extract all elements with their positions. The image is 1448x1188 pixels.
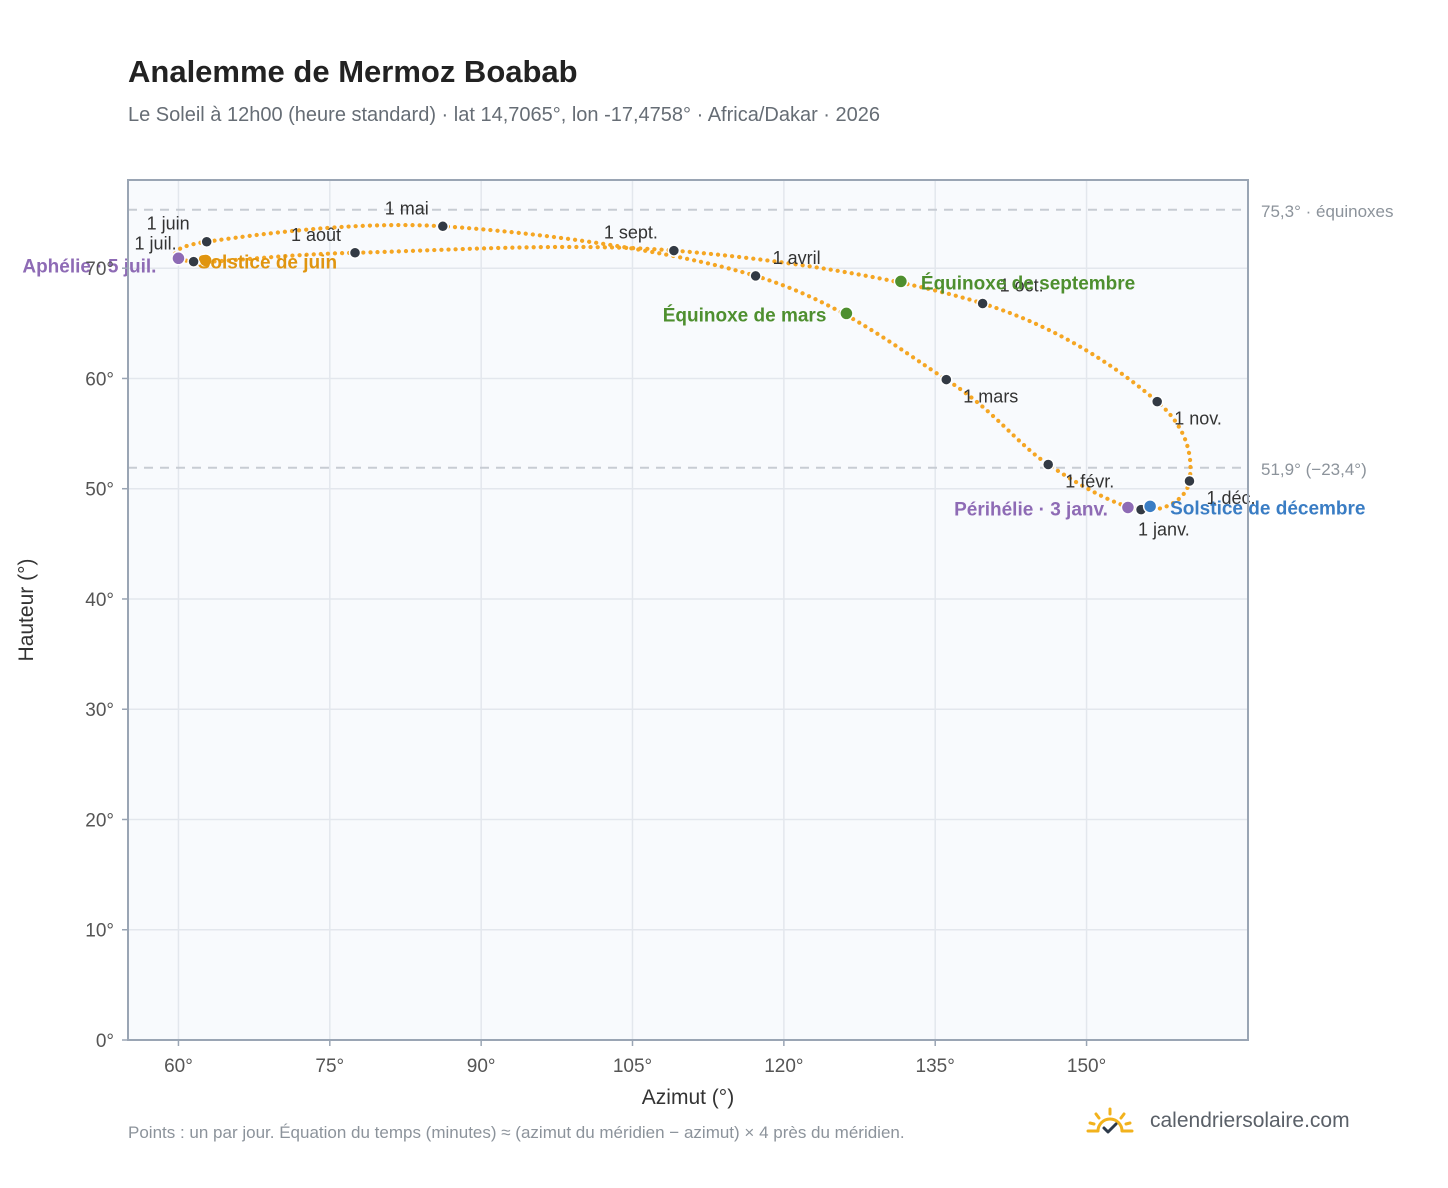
month-label: 1 juil.: [135, 234, 177, 254]
month-marker: [976, 297, 989, 310]
x-tick-label: 90°: [467, 1056, 496, 1077]
x-tick-label: 150°: [1067, 1056, 1106, 1077]
y-axis-ticks: 0° 10° 20° 30° 40° 50° 60° 70°: [85, 259, 128, 1052]
y-tick-label: 50°: [85, 480, 114, 501]
y-tick-label: 30°: [85, 700, 114, 721]
event-markers: Équinoxe de mars Équinoxe de septembre Sol…: [22, 251, 1366, 520]
month-marker: [940, 373, 953, 386]
y-tick-label: 40°: [85, 590, 114, 611]
event-marker: [171, 251, 186, 266]
event-marker: [1120, 500, 1136, 515]
month-label: 1 nov.: [1174, 409, 1222, 429]
month-label: 1 févr.: [1065, 471, 1114, 491]
event-marker: [893, 274, 909, 289]
event-marker: [198, 253, 213, 268]
x-tick-label: 105°: [613, 1056, 652, 1077]
chart-subtitle: Le Soleil à 12h00 (heure standard) · lat…: [128, 104, 881, 126]
reference-lines: 75,3° · équinoxes 51,9° (−23,4°): [128, 202, 1394, 479]
x-tick-label: 135°: [916, 1056, 955, 1077]
plot-frame: [127, 179, 1249, 1041]
plot-background: [128, 180, 1248, 1040]
brand[interactable]: calendriersolaire.com: [1082, 1105, 1350, 1137]
month-marker: [200, 235, 213, 248]
month-marker: [1041, 458, 1055, 471]
month-label: 1 mai: [385, 198, 429, 218]
event-label: Aphélie · 5 juil.: [22, 256, 156, 277]
event-label: Équinoxe de septembre: [921, 272, 1135, 294]
month-label: 1 sept.: [604, 223, 658, 243]
event-label: Équinoxe de mars: [663, 304, 827, 326]
y-tick-label: 20°: [85, 810, 114, 831]
month-marker: [436, 220, 450, 233]
sun-icon: [1086, 1107, 1134, 1134]
grid-lines: [128, 180, 1248, 1041]
x-tick-label: 60°: [164, 1056, 193, 1077]
month-label: 1 janv.: [1138, 520, 1190, 540]
event-marker: [1142, 499, 1158, 514]
month-label: 1 mars: [963, 387, 1018, 407]
event-label: Périhélie · 3 janv.: [954, 499, 1108, 520]
month-label: 1 oct.: [1000, 275, 1044, 295]
month-marker: [667, 244, 681, 257]
y-tick-label: 0°: [96, 1031, 114, 1052]
month-marker: [749, 269, 762, 283]
month-label: 1 août: [291, 225, 341, 245]
x-tick-label: 75°: [315, 1056, 344, 1077]
event-label: Solstice de décembre: [1170, 498, 1365, 519]
y-tick-label: 60°: [85, 369, 114, 390]
brand-name[interactable]: calendriersolaire.com: [1150, 1109, 1350, 1132]
y-axis-label: Hauteur (°): [15, 559, 38, 662]
reference-line-label: 75,3° · équinoxes: [1261, 202, 1394, 221]
month-marker: [348, 246, 362, 260]
x-axis-label: Azimut (°): [642, 1086, 734, 1109]
month-label: 1 juin: [147, 214, 190, 234]
chart-title: Analemme de Mermoz Boabab: [128, 54, 578, 89]
x-tick-label: 120°: [764, 1056, 803, 1077]
y-tick-label: 10°: [85, 921, 114, 942]
event-marker: [839, 306, 854, 321]
month-label: 1 déc.: [1206, 488, 1255, 508]
month-marker: [1150, 395, 1164, 408]
event-label: Solstice de juin: [198, 252, 337, 273]
month-marker: [1183, 474, 1196, 488]
y-tick-label: 70°: [85, 259, 114, 280]
reference-line-label: 51,9° (−23,4°): [1261, 460, 1367, 479]
month-label: 1 avril: [773, 248, 821, 268]
x-axis-ticks: 60° 75° 90° 105° 120° 135° 150°: [164, 1040, 1106, 1077]
footnote: Points : un par jour. Équation du temps …: [128, 1123, 905, 1142]
